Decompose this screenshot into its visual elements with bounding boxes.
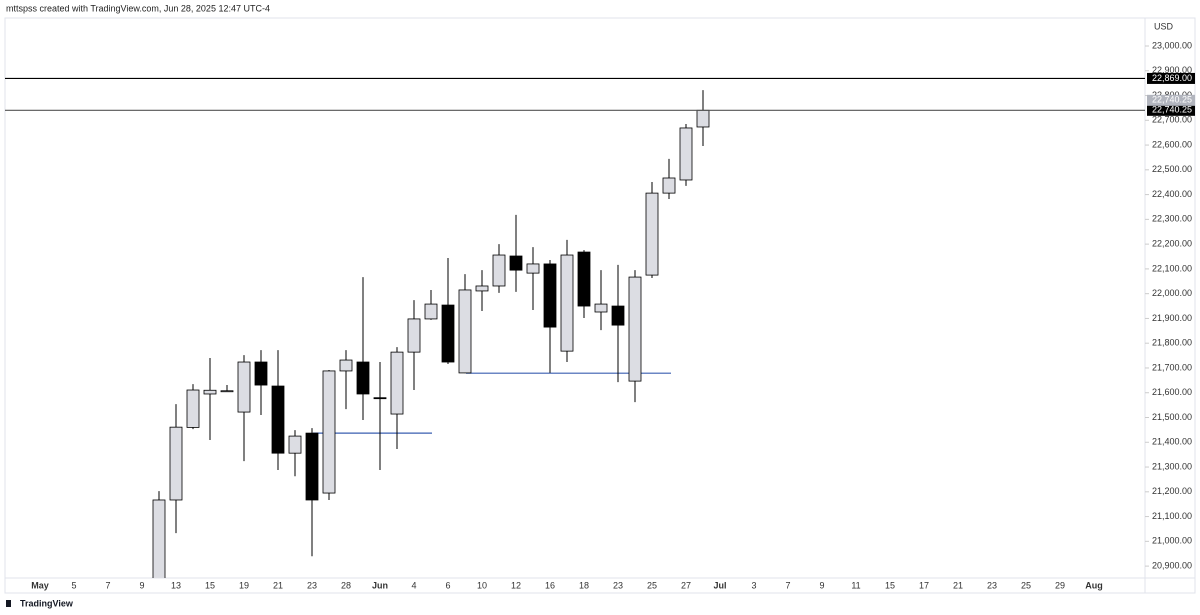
y-tick-label: 22,400.00: [1152, 189, 1192, 199]
y-tick-label: 21,800.00: [1152, 338, 1192, 348]
y-tick-label: 22,500.00: [1152, 164, 1192, 174]
y-tick-label: 22,900.00: [1152, 65, 1192, 75]
x-tick-label: 25: [647, 580, 657, 590]
candle-body: [509, 255, 523, 271]
y-tick-label: 21,000.00: [1152, 536, 1192, 546]
x-tick-label: Jul: [713, 580, 726, 590]
x-tick-label: 15: [205, 580, 215, 590]
candle-body: [152, 499, 166, 578]
y-tick-label: 22,300.00: [1152, 214, 1192, 224]
x-tick-label: 21: [273, 580, 283, 590]
x-tick-label: 17: [919, 580, 929, 590]
candle-body: [220, 390, 234, 393]
y-tick-label: 22,000.00: [1152, 288, 1192, 298]
x-tick-label: 15: [885, 580, 895, 590]
candle-body: [271, 385, 285, 454]
candle-body: [356, 361, 370, 395]
candle-body: [577, 251, 591, 307]
y-tick-label: 21,400.00: [1152, 437, 1192, 447]
currency: USD: [1154, 21, 1174, 31]
x-tick-label: 4: [411, 580, 416, 590]
tv-logo: TradingView: [6, 598, 74, 608]
y-tick-label: 21,600.00: [1152, 387, 1192, 397]
y-tick-label: 21,900.00: [1152, 313, 1192, 323]
y-tick-label: 21,300.00: [1152, 461, 1192, 471]
x-tick-label: 7: [785, 580, 790, 590]
x-tick-label: May: [31, 580, 49, 590]
y-tick-label: 20,900.00: [1152, 560, 1192, 570]
x-tick-label: 25: [1021, 580, 1031, 590]
plot: [152, 90, 710, 578]
x-tick-label: 18: [579, 580, 589, 590]
candle-body: [441, 304, 455, 363]
x-tick-label: 9: [819, 580, 824, 590]
x-tick-label: 19: [239, 580, 249, 590]
price-tag: [1147, 72, 1195, 84]
x-tick-label: 23: [307, 580, 317, 590]
candle-body: [186, 389, 200, 428]
y-tick-label: 21,100.00: [1152, 511, 1192, 521]
frame: [4, 17, 1196, 594]
x-tick-label: 12: [511, 580, 521, 590]
x-tick-label: 9: [139, 580, 144, 590]
footer: TradingView: [20, 598, 74, 608]
candle-body: [203, 389, 217, 395]
candle-body: [611, 305, 625, 326]
y-tick-label: 23,000.00: [1152, 40, 1192, 50]
y-tick-label: 22,700.00: [1152, 115, 1192, 125]
y-tick-label: 22,100.00: [1152, 263, 1192, 273]
x-tick-label: 10: [477, 580, 487, 590]
x-tick-label: 7: [105, 580, 110, 590]
last-price-label: 22,740.25: [1152, 95, 1192, 105]
candle-body: [645, 192, 659, 276]
price-tag: [1147, 104, 1195, 116]
candle-body: [288, 435, 302, 454]
x-tick-label: 5: [71, 580, 76, 590]
x-tick-label: 3: [751, 580, 756, 590]
y-tick-label: 22,600.00: [1152, 139, 1192, 149]
candle-body: [475, 285, 489, 292]
x-tick-label: Jun: [372, 580, 388, 590]
x-tick-label: 13: [171, 580, 181, 590]
x-tick-label: 28: [341, 580, 351, 590]
candle-body: [543, 263, 557, 328]
candle-body: [492, 254, 506, 287]
x-tick-label: 6: [445, 580, 450, 590]
x-tick-label: 27: [681, 580, 691, 590]
candle-body: [560, 254, 574, 352]
y-tick-label: 21,500.00: [1152, 412, 1192, 422]
candle-body: [628, 276, 642, 382]
candle-body: [373, 397, 387, 400]
candle-body: [390, 351, 404, 415]
candle-body: [424, 303, 438, 320]
candle-body: [237, 361, 251, 413]
x-tick-label: 21: [953, 580, 963, 590]
candle-body: [662, 177, 676, 194]
candle-body: [526, 263, 540, 274]
candle-body: [594, 303, 608, 313]
x-tick-label: 23: [987, 580, 997, 590]
candle-body: [679, 127, 693, 181]
price-tag-label: 22,740.25: [1152, 105, 1192, 115]
price-tag-label: 22,869.00: [1152, 73, 1192, 83]
x-tick-label: 11: [851, 580, 860, 590]
x-tick-label: 29: [1055, 580, 1065, 590]
candle-body: [458, 289, 472, 374]
x-tick-label: 23: [613, 580, 623, 590]
candle-body: [407, 318, 421, 353]
x-tick-label: Aug: [1085, 580, 1103, 590]
candle-body: [696, 109, 710, 128]
y-tick-label: 22,200.00: [1152, 239, 1192, 249]
last-price-tag: [1147, 94, 1195, 106]
header: mttspss created with TradingView.com, Ju…: [6, 3, 270, 13]
candle-body: [322, 370, 336, 494]
candle-body: [254, 361, 268, 386]
candle-body: [339, 359, 353, 372]
y-tick-label: 21,200.00: [1152, 486, 1192, 496]
candle-body: [305, 432, 319, 501]
candle-body: [169, 426, 183, 501]
y-tick-label: 21,700.00: [1152, 362, 1192, 372]
x-tick-label: 16: [545, 580, 555, 590]
